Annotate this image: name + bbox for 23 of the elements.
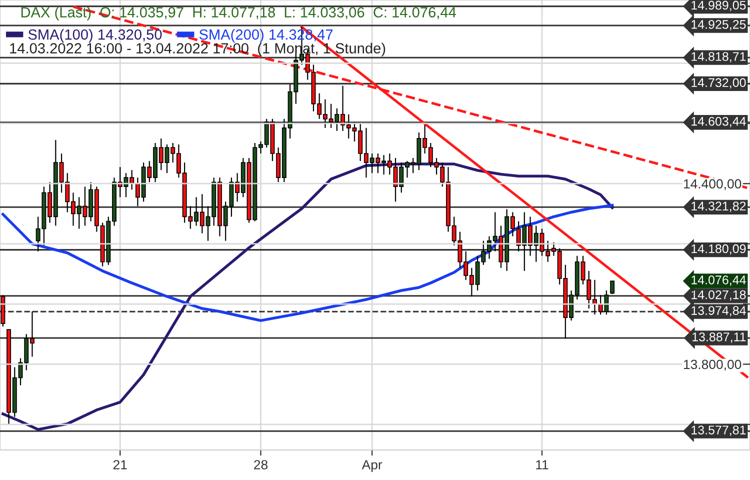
ref-line-label: 13.974,84 <box>692 306 746 316</box>
annotation: 14.076,44 <box>692 276 746 286</box>
y-tick-label: 13.800,00 <box>684 360 742 371</box>
x-tick-label: 11 <box>536 460 548 470</box>
ref-line-label: 14.180,09 <box>692 244 746 255</box>
x-tick-label: Apr <box>362 460 382 472</box>
line-series <box>2 204 614 322</box>
line-series <box>2 162 614 431</box>
y-tick-label: 14.400,00 <box>684 179 742 190</box>
ref-line-label: 13.577,81 <box>692 426 746 436</box>
x-tick-label: 21 <box>113 460 127 470</box>
x-tick-label: 28 <box>254 460 268 470</box>
ref-line-label: 14.732,00 <box>692 78 746 89</box>
ref-line-label: 14.027,18 <box>692 290 746 301</box>
ref-line-label: 14.989,05 <box>692 0 746 12</box>
legend-label: SMA(100) 14.320,50 <box>28 29 162 43</box>
candlestick <box>610 280 615 295</box>
ref-line-label: 14.321,82 <box>692 202 746 212</box>
ref-line-label: 13.887,11 <box>692 332 746 343</box>
chart-title: DAX (Last) O: 14.035,97 H: 14.077,18 L: 14.033,06 C: 14.076,44 <box>21 6 456 20</box>
ref-line-label: 14.603,44 <box>692 116 746 128</box>
ref-line-label: 14.925,25 <box>692 20 746 30</box>
ref-line-label: 14.818,71 <box>692 52 746 62</box>
